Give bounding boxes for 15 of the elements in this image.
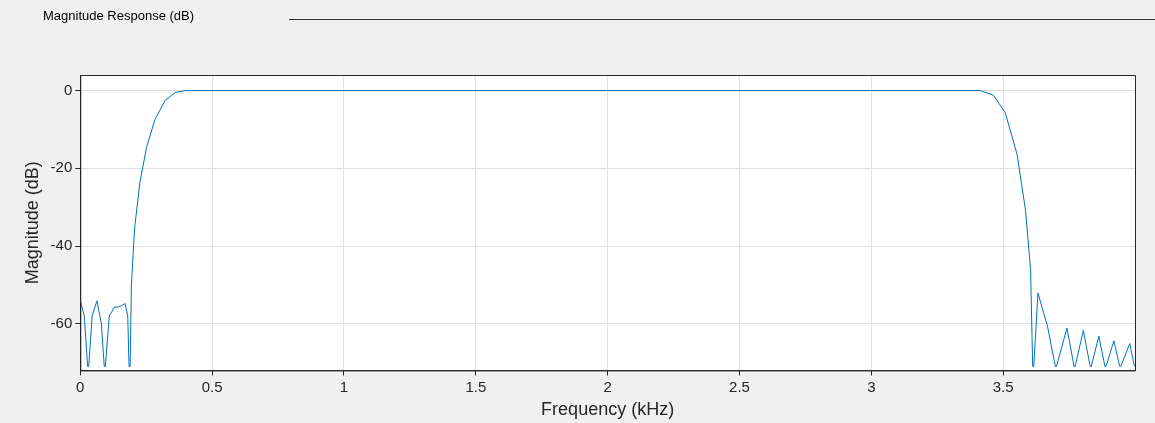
y-tick-label: -40	[50, 236, 73, 254]
x-tick-label: 2	[603, 377, 612, 395]
x-tick-label: 1.5	[465, 377, 487, 395]
x-tick-label: 0.5	[201, 377, 223, 395]
x-tick-label: 3.5	[992, 377, 1014, 395]
x-tick-label: 2.5	[729, 377, 750, 395]
chart-title: Magnitude Response (dB)	[43, 8, 195, 23]
x-axis-title: Frequency (kHz)	[541, 399, 675, 420]
y-axis-title: Magnitude (dB)	[21, 161, 42, 285]
x-tick-label: 1	[339, 377, 349, 395]
x-tick-label: 0	[76, 377, 85, 395]
y-tick-label: 0	[63, 80, 73, 98]
x-tick-label: 3	[867, 377, 876, 395]
y-tick-label: -20	[50, 158, 73, 176]
y-tick-label: -60	[50, 313, 73, 331]
